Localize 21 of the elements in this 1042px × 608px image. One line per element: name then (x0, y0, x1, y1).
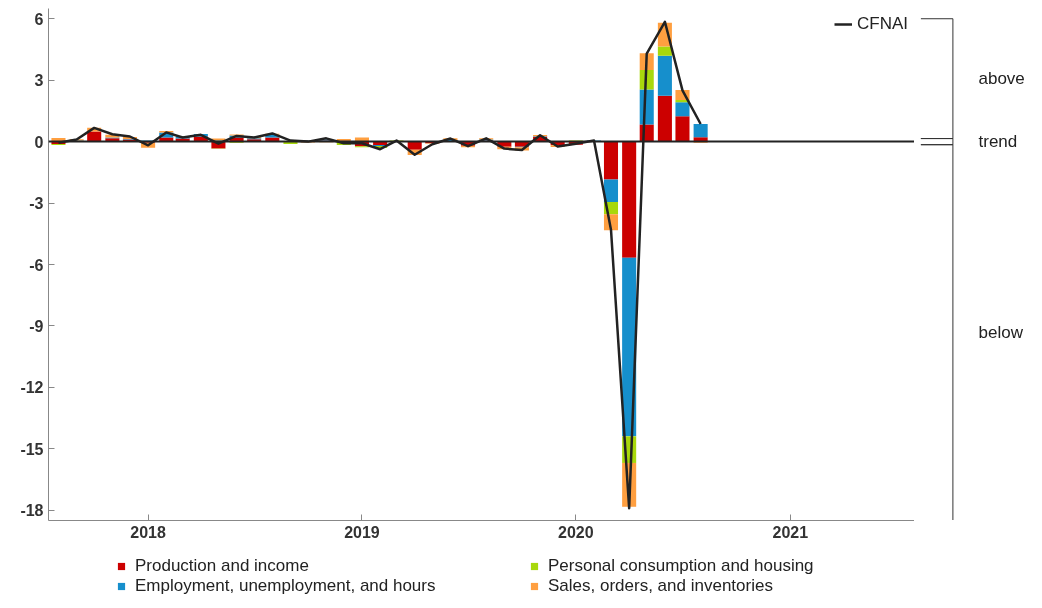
text: above (978, 69, 1025, 89)
x-tick-label: 2020 (558, 523, 594, 541)
y-tick-label: 6 (34, 10, 44, 28)
y-tick-label: -3 (29, 195, 44, 213)
text: below (978, 323, 1024, 343)
y-tick-label: -18 (20, 502, 44, 520)
legend-label: Employment, unemployment, and hours (135, 576, 437, 596)
y-tick-label: 3 (34, 72, 44, 90)
x-tick-label: 2019 (344, 523, 380, 541)
legend-label: Personal consumption and housing (548, 556, 815, 576)
y-tick-label: 0 (34, 133, 44, 151)
x-tick-label: 2021 (772, 523, 809, 541)
y-tick-label: -15 (20, 440, 44, 458)
y-tick-label: -6 (29, 256, 44, 274)
y-tick-label: -9 (29, 317, 44, 335)
text: trend (978, 132, 1018, 152)
y-tick-label: -12 (20, 379, 44, 397)
x-tick-label: 2018 (130, 523, 167, 541)
legend-label: Production and income (135, 556, 310, 576)
legend-label: CFNAI (857, 14, 908, 34)
legend-label: Sales, orders, and inventories (548, 576, 774, 596)
